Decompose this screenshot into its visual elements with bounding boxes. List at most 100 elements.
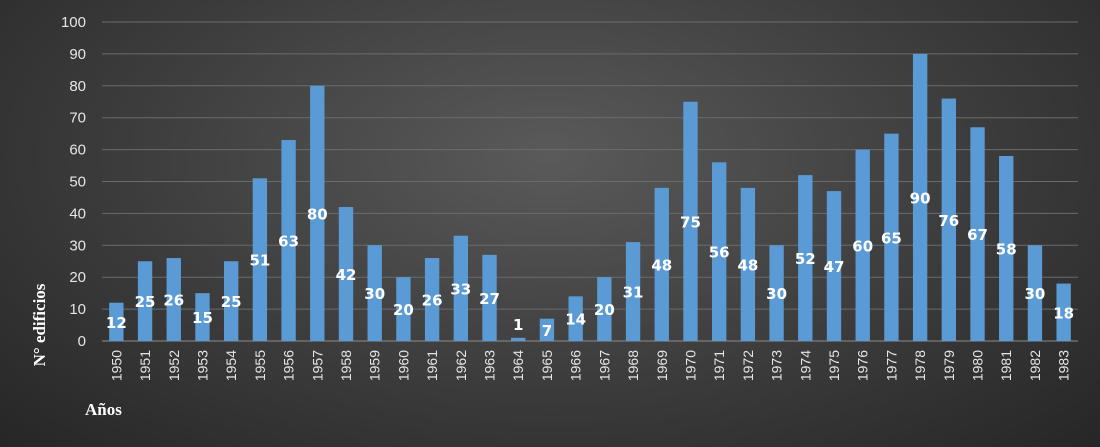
bar [654,187,669,341]
y-tick-label: 70 [69,110,86,127]
x-tick-label: 1951 [137,350,153,381]
bar [1056,283,1071,341]
data-label: 14 [565,311,586,329]
x-tick-label: 1978 [912,350,928,381]
y-axis-ticks: 0 10 20 30 40 50 60 70 80 90 100 [61,14,86,350]
data-label: 30 [364,285,385,303]
y-tick-label: 20 [69,269,86,286]
bar [999,155,1014,341]
bar [224,261,239,341]
bar [970,127,985,342]
x-tick-label: 1953 [194,350,210,381]
data-label: 31 [623,284,644,302]
y-tick-label: 0 [78,333,86,350]
bar [855,149,870,341]
x-tick-label: 1964 [510,350,526,381]
y-tick-label: 80 [69,78,86,95]
x-tick-label: 1954 [223,350,239,381]
data-label: 51 [249,252,270,270]
bar [769,245,784,341]
x-tick-label: 1961 [424,350,440,381]
x-tick-label: 1973 [769,350,785,381]
x-tick-label: 1950 [108,350,124,381]
data-label: 25 [135,293,156,311]
bar [424,258,440,341]
data-label: 42 [336,266,357,284]
bar [453,235,468,341]
bar [396,277,411,341]
x-tick-label: 1957 [309,350,325,381]
data-label: 15 [192,309,213,327]
x-tick-label: 1972 [740,350,756,381]
data-label: 58 [996,240,1017,258]
bar [568,296,583,341]
bar [338,207,354,341]
bar [367,245,382,341]
bars [109,53,1071,342]
gridlines [102,21,1078,342]
bar [798,175,813,341]
bar [281,140,296,341]
x-tick-label: 1960 [395,350,411,381]
bar [826,191,842,341]
data-label: 60 [852,237,873,255]
x-tick-label: 1979 [941,350,957,381]
bar [740,187,756,341]
data-label: 52 [795,250,816,268]
data-label: 90 [910,189,931,207]
bar [712,162,727,341]
x-tick-label: 1975 [826,350,842,381]
bar [310,85,325,341]
x-tick-label: 1963 [482,350,498,381]
data-label: 27 [479,290,500,308]
bar [884,133,899,341]
data-label: 75 [680,213,701,231]
x-tick-label: 1977 [883,350,899,381]
data-label: 20 [594,301,615,319]
y-tick-label: 90 [69,46,86,63]
x-tick-label: 1968 [625,350,641,381]
x-tick-label: 1983 [1056,350,1072,381]
data-label: 26 [163,292,184,310]
y-tick-label: 10 [69,301,86,318]
x-tick-label: 1976 [855,350,871,381]
data-label: 33 [450,280,471,298]
x-tick-label: 1952 [166,350,182,381]
x-axis-title: Años [85,400,122,419]
bar [109,302,124,341]
x-tick-label: 1962 [453,350,469,381]
x-tick-label: 1970 [682,350,698,381]
bar [912,53,928,342]
data-label: 26 [422,292,443,310]
data-label: 18 [1053,304,1074,322]
data-label: 1 [513,316,523,334]
data-label: 76 [938,212,959,230]
x-tick-label: 1974 [797,350,813,381]
data-label: 30 [766,285,787,303]
x-tick-label: 1967 [596,350,612,381]
x-tick-label: 1966 [568,350,584,381]
bar [539,318,555,341]
y-tick-label: 60 [69,142,86,159]
x-tick-label: 1971 [711,350,727,381]
data-label: 65 [881,229,902,247]
bar [941,98,956,341]
x-tick-label: 1958 [338,350,354,381]
data-label: 67 [967,226,988,244]
bar [137,261,153,341]
x-tick-label: 1959 [367,350,383,381]
x-tick-label: 1955 [252,350,268,381]
y-tick-label: 40 [69,205,86,222]
bar [1027,245,1043,341]
x-tick-label: 1981 [998,350,1014,381]
data-labels: 12 25 26 15 25 51 63 80 42 30 20 26 33 27 1 7 14 20 31 48 75… [106,189,1074,339]
bar [597,277,612,341]
bar [482,254,497,341]
x-tick-label: 1969 [654,350,670,381]
y-tick-label: 30 [69,237,86,254]
y-tick-label: 100 [61,14,86,31]
x-tick-label: 1965 [539,350,555,381]
data-label: 47 [824,258,845,276]
